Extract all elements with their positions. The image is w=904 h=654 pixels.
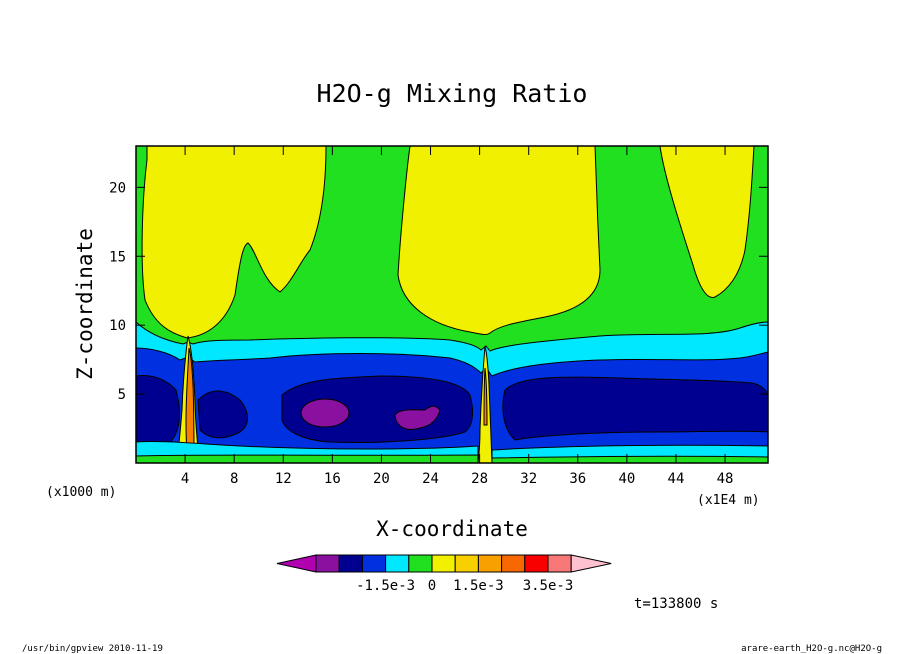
contour-yellow-right (659, 145, 755, 299)
colorbar-end-low (276, 554, 317, 573)
y-tick-label: 15 (109, 249, 126, 265)
colorbar-label: 3.5e-3 (523, 578, 574, 594)
plume-right-core (483, 367, 488, 426)
y-axis-label: Z-coordinate (73, 228, 97, 380)
colorbar-box (361, 554, 387, 573)
x-tick-label: 40 (618, 471, 635, 487)
colorbar: -1.5e-3 0 1.5e-3 3.5e-3 (276, 554, 612, 594)
contour-purple-1 (300, 398, 350, 428)
chart-title: H2O-g Mixing Ratio (317, 79, 588, 108)
contour-bottom-green (135, 454, 769, 464)
x-tick-label: 28 (471, 471, 488, 487)
colorbar-box (477, 554, 503, 573)
x-tick-label: 12 (275, 471, 292, 487)
colorbar-box (385, 554, 410, 573)
colorbar-label: -1.5e-3 (356, 578, 415, 594)
x-tick-label: 4 (181, 471, 189, 487)
x-unit-label: (x1000 m) (46, 485, 116, 500)
x-tick-label: 16 (324, 471, 341, 487)
colorbar-label: 1.5e-3 (453, 578, 504, 594)
colorbar-box (315, 554, 340, 573)
y-tick-label: 20 (109, 180, 126, 196)
y-tick-label: 5 (118, 387, 126, 403)
plot-frame (135, 145, 769, 464)
time-label: t=133800 s (634, 596, 718, 612)
colorbar-box (454, 554, 479, 573)
colorbar-box (501, 554, 526, 573)
x-tick-label: 48 (717, 471, 734, 487)
x-tick-label: 20 (373, 471, 390, 487)
colorbar-box (524, 554, 549, 573)
colorbar-box (338, 554, 363, 573)
contour-yellow-mid (397, 145, 601, 336)
footer-left: /usr/bin/gpview 2010-11-19 (22, 644, 163, 654)
contour-purple-2 (394, 405, 441, 430)
contour-darkblue-band (135, 375, 769, 461)
y-tick-label: 10 (109, 318, 126, 334)
colorbar-box (431, 554, 456, 573)
x-tick-label: 32 (520, 471, 537, 487)
colorbar-box (408, 554, 433, 573)
x-tick-label: 8 (230, 471, 238, 487)
contour-yellow-left (141, 145, 327, 339)
x-tick-label: 36 (569, 471, 586, 487)
x-scale-note: (x1E4 m) (697, 493, 760, 508)
colorbar-label: 0 (428, 578, 436, 594)
x-tick-label: 44 (668, 471, 685, 487)
x-tick-label: 24 (422, 471, 439, 487)
x-axis-label: X-coordinate (376, 517, 528, 541)
footer-right: arare-earth_H2O-g.nc@H2O-g (741, 644, 882, 654)
colorbar-end-high (570, 554, 612, 573)
colorbar-box (547, 554, 572, 573)
